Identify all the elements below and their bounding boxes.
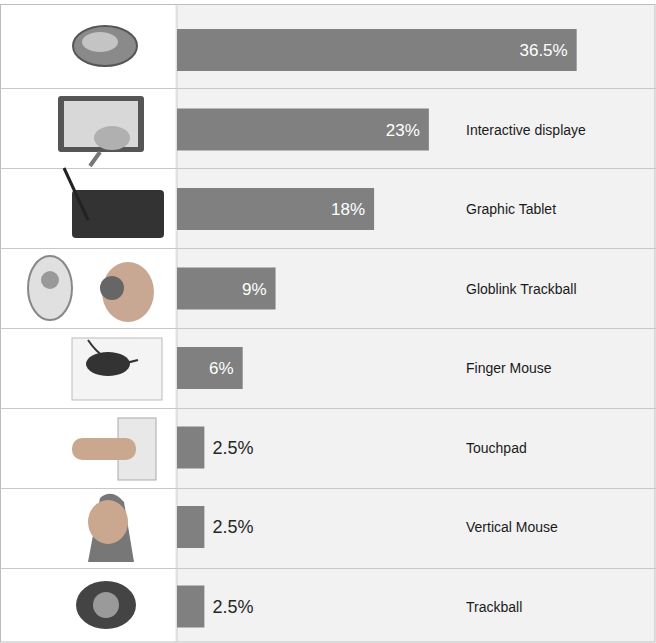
bar — [177, 506, 204, 548]
data-label: 18% — [331, 200, 365, 219]
bar — [177, 109, 429, 151]
device-icon — [72, 338, 162, 400]
plot-background — [175, 4, 655, 642]
data-label: 23% — [386, 121, 420, 140]
device-icon — [88, 494, 134, 562]
row-separator — [0, 328, 656, 329]
device-icon — [28, 256, 154, 322]
bar — [177, 268, 276, 310]
category-label: Finger Mouse — [466, 360, 552, 376]
data-label: 6% — [209, 359, 234, 378]
row-separator — [0, 88, 656, 89]
device-icon — [76, 581, 136, 629]
background — [0, 0, 656, 643]
data-label: 9% — [242, 280, 267, 299]
data-label: 2.5% — [212, 517, 253, 537]
row-separator — [0, 488, 656, 489]
labels: 36.5% 23% Interactive displaye 18% Graphic T… — [209, 41, 586, 617]
bar — [177, 188, 374, 230]
bar — [177, 427, 204, 469]
data-label: 2.5% — [212, 597, 253, 617]
chart-container: 36.5% 23% Interactive displaye 18% Graphic T… — [0, 0, 656, 643]
device-icon — [72, 418, 156, 480]
data-label: 2.5% — [212, 438, 253, 458]
bar — [177, 29, 577, 71]
device-icons — [28, 26, 164, 629]
frame — [1, 5, 656, 643]
chart-svg: 36.5% 23% Interactive displaye 18% Graphic T… — [0, 0, 656, 643]
data-label: 36.5% — [519, 41, 567, 60]
bar — [177, 586, 204, 628]
category-label: Trackball — [466, 599, 522, 615]
category-label: Graphic Tablet — [466, 201, 556, 217]
device-icon — [73, 26, 137, 66]
device-icon — [64, 168, 164, 238]
row-separator — [0, 408, 656, 409]
category-label: Vertical Mouse — [466, 519, 558, 535]
bars — [177, 29, 577, 628]
bar — [177, 347, 243, 389]
device-icon — [58, 96, 144, 166]
category-label: Globlink Trackball — [466, 281, 577, 297]
row-separator — [0, 568, 656, 569]
category-label: Interactive displaye — [466, 122, 586, 138]
row-separator — [0, 248, 656, 249]
row-separator — [0, 168, 656, 169]
category-label: Touchpad — [466, 440, 527, 456]
